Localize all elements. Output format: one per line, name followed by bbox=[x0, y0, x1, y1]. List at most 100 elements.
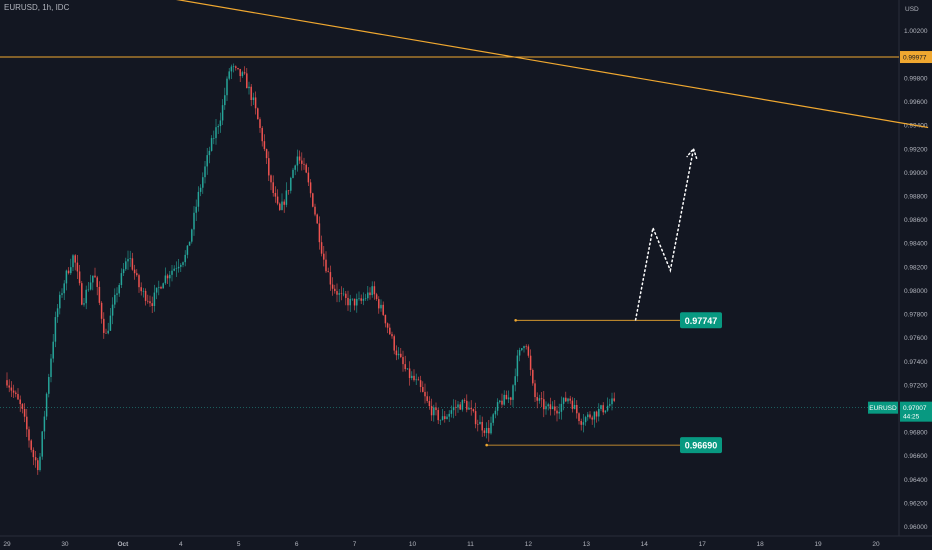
time-tick-label: 12 bbox=[525, 541, 533, 548]
candle-body bbox=[78, 271, 81, 284]
price-tick-label: 0.99200 bbox=[904, 146, 928, 153]
candle-body bbox=[19, 399, 21, 405]
candle-body bbox=[351, 298, 354, 300]
candle-body bbox=[474, 411, 477, 425]
candle-body bbox=[239, 69, 241, 77]
candle-body bbox=[103, 318, 105, 333]
candle-body bbox=[175, 268, 178, 269]
candle-body bbox=[217, 126, 219, 128]
candle-body bbox=[72, 255, 74, 268]
candle-body bbox=[360, 298, 362, 301]
candle-body bbox=[149, 301, 151, 304]
candle-body bbox=[488, 427, 490, 434]
candle-body bbox=[571, 400, 574, 409]
candle-body bbox=[505, 394, 508, 400]
candle-body bbox=[39, 456, 41, 471]
currency-label: USD bbox=[905, 6, 919, 13]
candle-body bbox=[562, 397, 565, 404]
candle-body bbox=[213, 138, 215, 139]
candle-body bbox=[518, 350, 521, 356]
swing-low-dot bbox=[485, 443, 488, 447]
candle-body bbox=[226, 78, 228, 96]
candle-body bbox=[12, 390, 15, 393]
swing-high-dot bbox=[514, 319, 517, 322]
candle-body bbox=[232, 66, 235, 67]
candle-body bbox=[171, 270, 173, 275]
countdown-label: 44:25 bbox=[903, 414, 920, 421]
projection-arrowhead bbox=[686, 147, 698, 160]
candle-body bbox=[261, 127, 263, 142]
candle-body bbox=[578, 413, 580, 422]
price-tick-label: 0.99800 bbox=[904, 75, 928, 82]
candle-body bbox=[468, 407, 470, 410]
price-tick-label: 0.96000 bbox=[904, 524, 928, 531]
trend-line bbox=[175, 0, 929, 129]
candle-body bbox=[490, 422, 492, 434]
candle-body bbox=[477, 424, 479, 425]
candle-body bbox=[56, 308, 59, 318]
candle-body bbox=[452, 406, 455, 411]
candle-body bbox=[371, 286, 373, 296]
candle-body bbox=[224, 95, 226, 106]
candle-body bbox=[92, 275, 94, 283]
candle-body bbox=[248, 86, 250, 89]
candle-body bbox=[259, 119, 261, 128]
candle-body bbox=[105, 332, 107, 334]
candle-body bbox=[573, 404, 576, 409]
candle-body bbox=[254, 97, 257, 109]
candle-body bbox=[287, 190, 290, 192]
candle-body bbox=[331, 284, 334, 289]
candle-body bbox=[241, 72, 244, 77]
candle-body bbox=[188, 241, 191, 246]
candle-body bbox=[26, 416, 28, 430]
candle-body bbox=[127, 259, 129, 262]
candle-body bbox=[83, 303, 85, 305]
price-tick-label: 0.99400 bbox=[904, 123, 928, 130]
candle-body bbox=[606, 405, 609, 411]
candle-body bbox=[144, 290, 147, 301]
candle-body bbox=[602, 405, 604, 413]
candle-body bbox=[353, 298, 356, 306]
time-tick-label: 11 bbox=[467, 541, 474, 548]
candle-body bbox=[411, 375, 413, 379]
candle-body bbox=[186, 245, 189, 255]
candle-body bbox=[30, 440, 32, 450]
candle-body bbox=[450, 410, 453, 414]
price-tick-label: 0.97800 bbox=[904, 312, 928, 319]
candle-body bbox=[316, 214, 318, 224]
candle-body bbox=[323, 253, 325, 260]
candle-body bbox=[404, 364, 406, 370]
candle-body bbox=[215, 127, 217, 139]
candle-body bbox=[197, 191, 200, 207]
candle-body bbox=[342, 293, 345, 295]
candle-body bbox=[41, 431, 43, 457]
candle-body bbox=[107, 330, 109, 334]
candle-body bbox=[8, 385, 10, 388]
candle-body bbox=[336, 291, 338, 295]
candle-body bbox=[334, 288, 336, 292]
candle-body bbox=[384, 314, 387, 324]
candle-body bbox=[191, 229, 193, 242]
candle-body bbox=[290, 177, 292, 191]
candle-body bbox=[125, 261, 127, 270]
candle-body bbox=[529, 355, 532, 370]
candle-body bbox=[523, 346, 525, 349]
candle-body bbox=[386, 323, 389, 328]
candle-body bbox=[263, 141, 266, 150]
price-tick-label: 0.97600 bbox=[904, 335, 928, 342]
candle-body bbox=[37, 460, 39, 471]
candle-body bbox=[514, 376, 516, 386]
candle-body bbox=[111, 304, 114, 316]
candle-body bbox=[87, 289, 90, 291]
candle-body bbox=[45, 393, 48, 417]
candle-body bbox=[169, 274, 171, 279]
time-tick-label: 13 bbox=[583, 541, 591, 548]
candle-body bbox=[472, 409, 475, 412]
candle-body bbox=[595, 411, 598, 417]
candle-body bbox=[380, 304, 382, 309]
candle-body bbox=[507, 397, 510, 400]
candle-body bbox=[48, 377, 50, 394]
candle-body bbox=[301, 160, 303, 164]
